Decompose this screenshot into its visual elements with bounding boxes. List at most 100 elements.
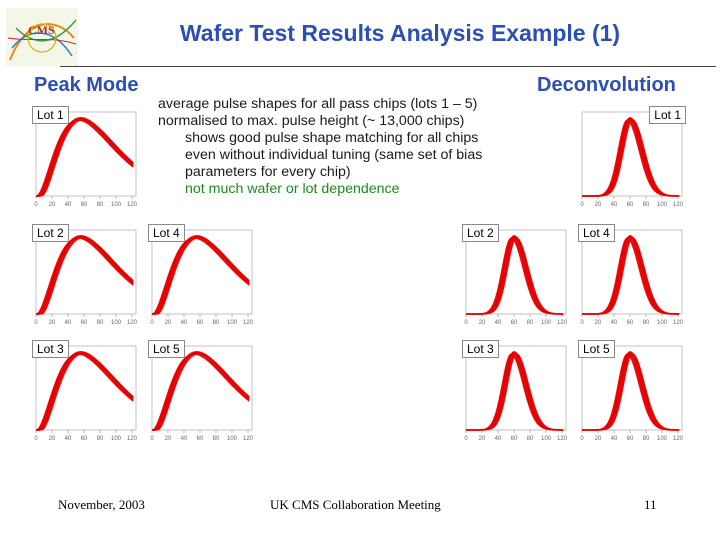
x-tick-label: 20 bbox=[595, 436, 602, 442]
pulse-curve bbox=[35, 353, 134, 431]
x-tick-label: 120 bbox=[127, 436, 138, 442]
pulse-curve bbox=[36, 352, 134, 431]
peak-lot3-plot: 0 20 40 60 80 100 120 Lot 3 bbox=[32, 338, 142, 446]
pulse-curve bbox=[152, 352, 250, 431]
x-tick-label: 20 bbox=[595, 202, 602, 208]
pulse-curve bbox=[582, 116, 680, 197]
pulse-curve bbox=[582, 119, 680, 197]
peak-lot5-plot: 0 20 40 60 80 100 120 Lot 5 bbox=[148, 338, 258, 446]
pulse-curve bbox=[35, 237, 134, 315]
deconv-lot1-plot: 0 20 40 60 80 100 120 Lot 1 bbox=[578, 104, 688, 212]
pulse-curve bbox=[152, 236, 250, 315]
pulse-curve bbox=[36, 117, 134, 197]
pulse-curve bbox=[35, 237, 134, 315]
plot-frame bbox=[581, 111, 683, 197]
pulse-curve bbox=[466, 235, 564, 315]
pulse-curve bbox=[582, 117, 680, 197]
pulse-curve bbox=[151, 353, 250, 431]
pulse-curve bbox=[582, 236, 680, 315]
pulse-curve bbox=[36, 235, 134, 315]
pulse-curve bbox=[152, 353, 250, 431]
x-tick-label: 100 bbox=[541, 320, 552, 326]
pulse-curve bbox=[36, 237, 134, 315]
pulse-curve bbox=[582, 351, 680, 431]
lot-label: Lot 5 bbox=[148, 340, 185, 358]
pulse-curve bbox=[582, 237, 680, 315]
pulse-plot-svg: 0 20 40 60 80 100 120 bbox=[464, 229, 568, 326]
x-tick-label: 0 bbox=[580, 202, 584, 208]
pulse-curve bbox=[36, 118, 134, 197]
pulse-plot-svg: 0 20 40 60 80 100 120 bbox=[464, 345, 568, 442]
x-tick-label: 100 bbox=[657, 202, 668, 208]
x-tick-label: 0 bbox=[580, 320, 584, 326]
x-tick-label: 120 bbox=[127, 202, 138, 208]
pulse-curve bbox=[466, 236, 564, 315]
pulse-curve bbox=[466, 352, 564, 431]
x-tick-label: 60 bbox=[81, 320, 88, 326]
pulse-curve bbox=[466, 352, 564, 431]
x-tick-label: 120 bbox=[243, 436, 254, 442]
x-tick-label: 0 bbox=[580, 436, 584, 442]
x-tick-label: 60 bbox=[627, 202, 634, 208]
pulse-curve bbox=[152, 351, 250, 431]
plot-frame bbox=[581, 229, 683, 315]
footer-meeting: UK CMS Collaboration Meeting bbox=[270, 497, 441, 512]
pulse-plot-svg: 0 20 40 60 80 100 120 bbox=[34, 111, 138, 208]
x-tick-label: 80 bbox=[97, 202, 104, 208]
pulse-curve bbox=[151, 237, 250, 315]
lot-label: Lot 3 bbox=[462, 340, 499, 358]
pulse-curve bbox=[36, 118, 134, 197]
pulse-curve bbox=[152, 235, 250, 315]
description-line: average pulse shapes for all pass chips … bbox=[158, 96, 478, 112]
x-tick-label: 0 bbox=[34, 320, 38, 326]
pulse-curve bbox=[36, 118, 134, 197]
pulse-curve bbox=[582, 117, 680, 197]
plot-frame bbox=[581, 345, 683, 431]
pulse-curve bbox=[152, 352, 250, 431]
pulse-curve bbox=[582, 235, 680, 315]
pulse-curve bbox=[582, 118, 680, 197]
pulse-curve bbox=[466, 236, 564, 315]
pulse-curve bbox=[582, 353, 680, 431]
pulse-curve bbox=[582, 118, 680, 197]
x-tick-label: 60 bbox=[627, 320, 634, 326]
pulse-curve bbox=[582, 237, 680, 315]
pulse-curve bbox=[36, 351, 134, 431]
pulse-curve bbox=[582, 118, 680, 197]
peak-lot4-plot: 0 20 40 60 80 100 120 Lot 4 bbox=[148, 222, 258, 330]
plot-frame bbox=[35, 229, 137, 315]
pulse-curve bbox=[151, 237, 250, 315]
pulse-curve bbox=[466, 236, 564, 315]
x-tick-label: 100 bbox=[657, 320, 668, 326]
x-tick-label: 20 bbox=[479, 320, 486, 326]
pulse-curve bbox=[582, 236, 680, 315]
pulse-curve bbox=[152, 352, 250, 431]
x-tick-label: 0 bbox=[150, 436, 154, 442]
pulse-curve bbox=[36, 236, 134, 315]
pulse-curve bbox=[36, 353, 134, 431]
pulse-curve bbox=[152, 236, 250, 315]
pulse-curve bbox=[582, 353, 680, 431]
footer-date: November, 2003 bbox=[58, 497, 145, 512]
slide-title: Wafer Test Results Analysis Example (1) bbox=[179, 20, 621, 46]
peak-mode-heading: Peak Mode bbox=[34, 74, 139, 96]
pulse-curve bbox=[152, 237, 250, 315]
x-tick-label: 80 bbox=[643, 202, 650, 208]
x-tick-label: 120 bbox=[127, 320, 138, 326]
pulse-curve bbox=[36, 117, 134, 197]
pulse-plot-svg: 0 20 40 60 80 100 120 bbox=[580, 345, 684, 442]
pulse-curve bbox=[152, 353, 250, 431]
x-tick-label: 0 bbox=[150, 320, 154, 326]
pulse-curve bbox=[582, 235, 680, 315]
pulse-curve bbox=[152, 236, 250, 315]
description-line: parameters for every chip) bbox=[185, 164, 351, 180]
pulse-curve bbox=[151, 237, 250, 315]
x-tick-label: 100 bbox=[111, 436, 122, 442]
pulse-curve bbox=[36, 236, 134, 315]
x-tick-label: 0 bbox=[464, 320, 468, 326]
x-tick-label: 100 bbox=[227, 320, 238, 326]
pulse-curve bbox=[582, 353, 680, 431]
x-tick-label: 40 bbox=[611, 436, 618, 442]
x-tick-label: 80 bbox=[213, 320, 220, 326]
deconv-lot5-plot: 0 20 40 60 80 100 120 Lot 5 bbox=[578, 338, 688, 446]
